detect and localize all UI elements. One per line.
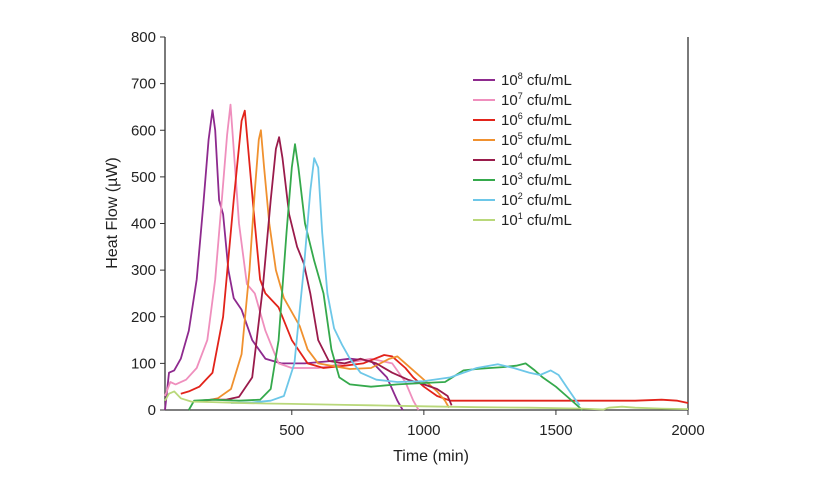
y-tick-label: 800	[131, 29, 156, 46]
legend-label: 106 cfu/mL	[501, 111, 572, 129]
legend-label: 101 cfu/mL	[501, 211, 572, 229]
series-line-1	[164, 390, 689, 411]
x-tick-label: 2000	[671, 422, 704, 439]
series-line-3	[188, 143, 583, 411]
x-tick-label: 500	[279, 422, 304, 439]
legend-label: 107 cfu/mL	[501, 91, 572, 109]
legend-item: 102 cfu/mL	[473, 191, 572, 209]
legend-item: 104 cfu/mL	[473, 151, 572, 169]
y-tick-label: 500	[131, 169, 156, 186]
legend: 108 cfu/mL 107 cfu/mL 106 cfu/mL 105 cfu/mL…	[473, 71, 572, 229]
legend-item: 101 cfu/mL	[473, 211, 572, 229]
legend-item: 108 cfu/mL	[473, 71, 572, 89]
legend-item: 103 cfu/mL	[473, 171, 572, 189]
axes	[160, 36, 689, 415]
legend-item: 106 cfu/mL	[473, 111, 572, 129]
x-axis-title: Time (min)	[393, 448, 469, 465]
tick-labels: 0 100 200 300 400 500 600 700 800 500 1000 1500 2000	[131, 29, 705, 439]
legend-item: 105 cfu/mL	[473, 131, 572, 149]
y-tick-label: 300	[131, 262, 156, 279]
y-axis-title: Heat Flow (µW)	[104, 157, 121, 268]
legend-item: 107 cfu/mL	[473, 91, 572, 109]
legend-label: 102 cfu/mL	[501, 191, 572, 209]
y-tick-label: 400	[131, 216, 156, 233]
y-tick-label: 700	[131, 76, 156, 93]
y-tick-label: 100	[131, 355, 156, 372]
legend-label: 103 cfu/mL	[501, 171, 572, 189]
legend-label: 105 cfu/mL	[501, 131, 572, 149]
y-tick-label: 600	[131, 122, 156, 139]
y-tick-label: 0	[148, 402, 156, 419]
series-line-2	[230, 157, 581, 406]
legend-label: 104 cfu/mL	[501, 151, 572, 169]
series-layer	[164, 103, 689, 411]
y-tick-label: 200	[131, 309, 156, 326]
legend-label: 108 cfu/mL	[501, 71, 572, 89]
series-line-5	[201, 129, 450, 409]
x-tick-label: 1500	[539, 422, 572, 439]
x-tick-label: 1000	[407, 422, 440, 439]
